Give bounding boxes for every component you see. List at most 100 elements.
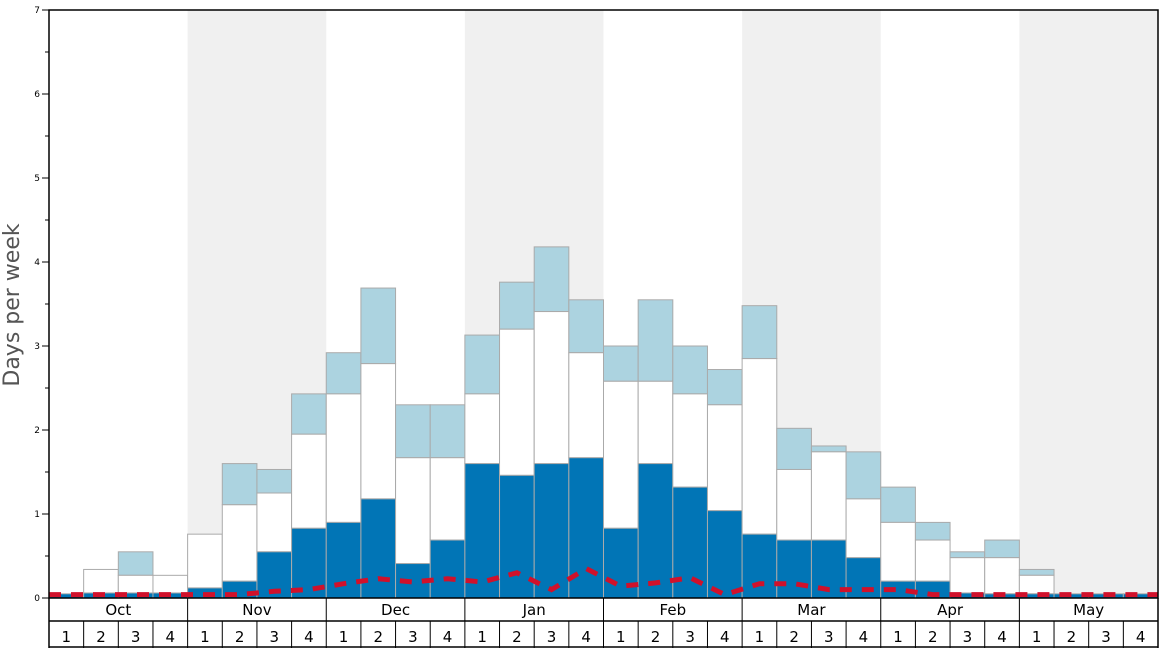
bar-light-segment <box>533 246 570 313</box>
bar-light-segment <box>568 299 604 354</box>
month-label: Dec <box>381 601 410 619</box>
bar-middle-segment <box>221 504 258 582</box>
week-label: 2 <box>928 628 938 646</box>
bar-middle-segment <box>325 393 362 523</box>
bar-light-segment <box>325 352 362 395</box>
bar-middle-segment <box>429 457 466 541</box>
week-label: 3 <box>1101 628 1111 646</box>
bar-middle-segment <box>533 311 570 465</box>
y-tick-label: 0 <box>34 594 40 604</box>
axes: 0 1 2 3 4 5 6 7 Oct Nov Dec Jan Feb Mar Apr May 1 2 3 4 1 2 3 4… <box>34 6 1159 648</box>
bar-light-segment <box>706 369 743 406</box>
bar-middle-segment <box>914 539 951 582</box>
y-tick-label: 2 <box>34 426 40 436</box>
bar-light-segment <box>499 281 535 330</box>
bar-light-segment <box>914 521 951 541</box>
bar-light-segment <box>984 539 1020 559</box>
week-label: 2 <box>235 628 245 646</box>
week-label: 4 <box>166 628 176 646</box>
bar-light-segment <box>464 334 501 395</box>
y-axis-label: Days per week <box>0 223 25 386</box>
bar-dark-segment <box>637 463 674 599</box>
bar-dark-segment <box>325 521 362 599</box>
week-label: 3 <box>269 628 279 646</box>
week-label: 3 <box>685 628 695 646</box>
bar-light-segment <box>429 404 466 459</box>
week-label: 3 <box>408 628 418 646</box>
bar-dark-segment <box>360 498 397 599</box>
bar-dark-segment <box>741 533 778 599</box>
bar-dark-segment <box>776 539 812 599</box>
week-label: 4 <box>443 628 453 646</box>
week-label: 3 <box>963 628 973 646</box>
bar-middle-segment <box>706 404 743 512</box>
month-label: Oct <box>105 601 131 619</box>
bar-middle-segment <box>672 393 708 488</box>
bar-dark-segment <box>533 463 570 599</box>
month-label: Mar <box>797 601 826 619</box>
week-label: 4 <box>304 628 314 646</box>
bar-light-segment <box>256 468 293 494</box>
week-label: 2 <box>789 628 799 646</box>
bar-middle-segment <box>637 380 674 465</box>
month-label: Feb <box>660 601 687 619</box>
week-label: 2 <box>96 628 106 646</box>
bar-light-segment <box>672 345 708 395</box>
bar-middle-segment <box>568 352 604 459</box>
bar-middle-segment <box>499 328 535 476</box>
bar-middle-segment <box>741 358 778 535</box>
bar-light-segment <box>395 404 431 459</box>
week-label: 4 <box>997 628 1007 646</box>
bar-middle-segment <box>1018 574 1055 595</box>
week-label: 1 <box>62 628 72 646</box>
bar-light-segment <box>291 393 327 435</box>
week-label: 3 <box>131 628 141 646</box>
bar-middle-segment <box>845 498 882 559</box>
bar-light-segment <box>741 305 778 360</box>
week-label: 3 <box>824 628 834 646</box>
bar-light-segment <box>360 287 397 365</box>
bar-middle-segment <box>395 457 431 565</box>
bar-dark-segment <box>499 474 535 599</box>
bar-light-segment <box>845 451 882 500</box>
week-label: 1 <box>1032 628 1042 646</box>
bar-light-segment <box>603 345 639 382</box>
bar-middle-segment <box>117 574 154 594</box>
week-label: 1 <box>200 628 210 646</box>
month-label: Jan <box>522 601 546 619</box>
month-label: Apr <box>937 601 964 619</box>
bar-middle-segment <box>256 492 293 553</box>
week-label: 1 <box>339 628 349 646</box>
y-tick-label: 4 <box>34 258 40 268</box>
month-label: Nov <box>242 601 271 619</box>
bar-middle-segment <box>360 363 397 500</box>
bar-dark-segment <box>706 510 743 599</box>
bar-middle-segment <box>152 574 189 594</box>
bar-light-segment <box>117 551 154 576</box>
bar-middle-segment <box>949 557 986 594</box>
y-tick-label: 5 <box>34 174 40 184</box>
bar-light-segment <box>949 551 986 559</box>
month-shade-may <box>1019 10 1158 598</box>
bar-dark-segment <box>429 539 466 599</box>
bar-middle-segment <box>187 533 223 589</box>
bar-middle-segment <box>291 433 327 529</box>
week-label: 2 <box>373 628 383 646</box>
week-label: 1 <box>755 628 765 646</box>
bar-middle-segment <box>984 557 1020 595</box>
week-label: 4 <box>720 628 730 646</box>
bar-middle-segment <box>603 380 639 529</box>
bar-middle-segment <box>776 468 812 541</box>
week-label: 4 <box>859 628 869 646</box>
bar-light-segment <box>880 486 916 523</box>
bar-middle-segment <box>810 451 847 541</box>
y-tick-label: 7 <box>34 6 40 16</box>
month-label: May <box>1073 601 1104 619</box>
bar-middle-segment <box>83 568 119 594</box>
bar-light-segment <box>810 445 847 453</box>
week-label: 2 <box>651 628 661 646</box>
bar-middle-segment <box>464 393 501 465</box>
week-label: 1 <box>616 628 626 646</box>
bar-middle-segment <box>880 521 916 582</box>
week-label: 4 <box>1136 628 1146 646</box>
